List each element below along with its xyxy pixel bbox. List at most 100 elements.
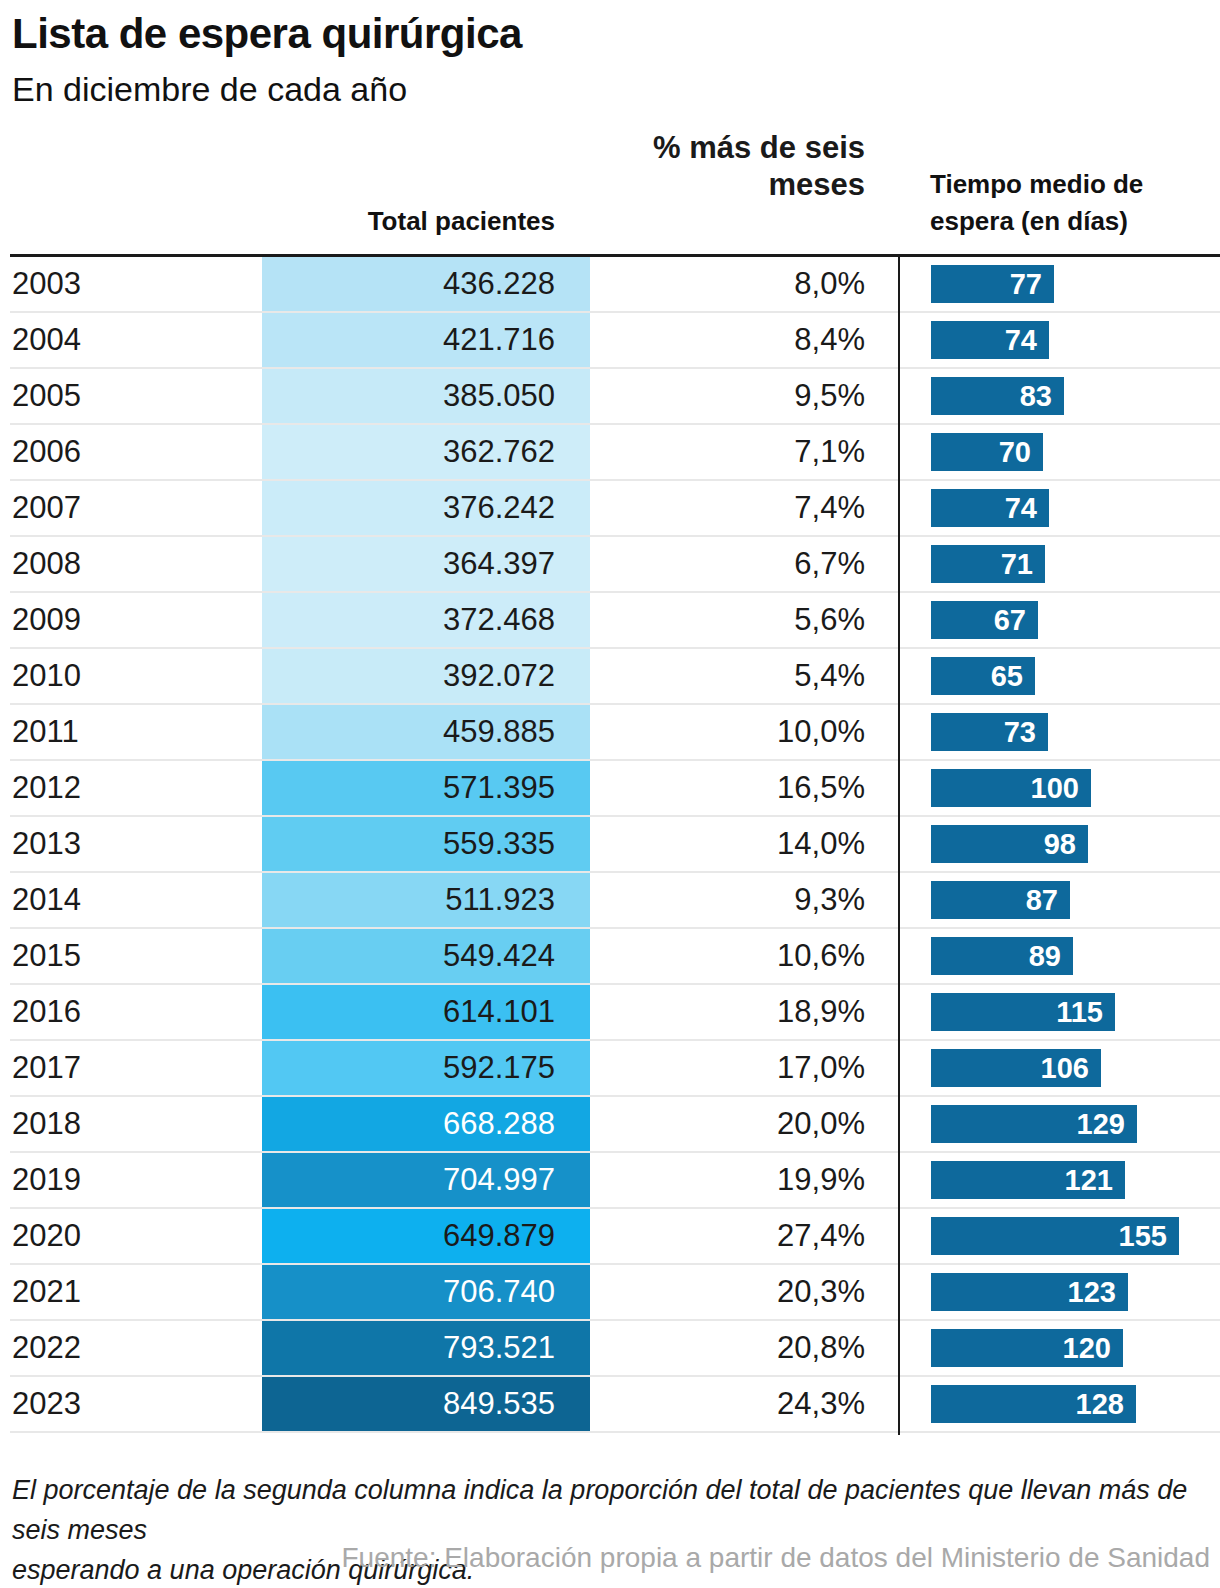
pct-over-six-months: 24,3% (650, 1386, 865, 1422)
bar-axis-line (898, 255, 900, 1435)
total-patients-cell: 421.716 (262, 313, 590, 367)
table-row: 2012571.39516,5%100 (10, 761, 1220, 817)
total-patients-cell: 706.740 (262, 1265, 590, 1319)
year-label: 2005 (12, 378, 81, 414)
year-label: 2015 (12, 938, 81, 974)
pct-over-six-months: 9,5% (650, 378, 865, 414)
table-row: 2013559.33514,0%98 (10, 817, 1220, 873)
pct-over-six-months: 9,3% (650, 882, 865, 918)
bar-value-label: 123 (1068, 1276, 1116, 1309)
pct-over-six-months: 6,7% (650, 546, 865, 582)
table-row: 2003436.2288,0%77 (10, 257, 1220, 313)
bar-value-label: 128 (1076, 1388, 1124, 1421)
column-header-wait-line2: espera (en días) (930, 203, 1215, 240)
table-row: 2011459.88510,0%73 (10, 705, 1220, 761)
wait-days-bar: 74 (931, 321, 1049, 359)
column-header-pct-line1: % más de seis (650, 129, 865, 166)
table-row: 2022793.52120,8%120 (10, 1321, 1220, 1377)
page-title: Lista de espera quirúrgica (12, 10, 522, 58)
column-header-total-pacientes: Total pacientes (262, 203, 555, 240)
bar-value-label: 67 (994, 604, 1026, 637)
bar-value-label: 70 (999, 436, 1031, 469)
wait-days-bar: 123 (931, 1273, 1128, 1311)
wait-days-bar: 155 (931, 1217, 1179, 1255)
total-patients-cell: 392.072 (262, 649, 590, 703)
bar-value-label: 74 (1005, 324, 1037, 357)
bar-value-label: 100 (1031, 772, 1079, 805)
table-row: 2015 549.424 10,6% 89 (10, 929, 1220, 985)
pct-over-six-months: 7,4% (650, 490, 865, 526)
year-label: 2011 (12, 714, 79, 750)
table-row: 2017592.17517,0%106 (10, 1041, 1220, 1097)
bar-value-label: 115 (1056, 996, 1103, 1029)
column-header-wait-line1: Tiempo medio de (930, 166, 1215, 203)
total-patients-cell: 364.397 (262, 537, 590, 591)
pct-over-six-months: 8,4% (650, 322, 865, 358)
wait-days-bar: 77 (931, 265, 1054, 303)
column-header-pct-line2: meses (650, 166, 865, 203)
wait-days-bar: 71 (931, 545, 1045, 583)
year-label: 2008 (12, 546, 81, 582)
pct-over-six-months: 16,5% (650, 770, 865, 806)
total-patients-cell: 511.923 (262, 873, 590, 927)
table-row: 2006362.7627,1%70 (10, 425, 1220, 481)
year-label: 2009 (12, 602, 81, 638)
total-patients-cell: 614.101 (262, 985, 590, 1039)
table-row: 2005385.0509,5%83 (10, 369, 1220, 425)
bar-value-label: 120 (1063, 1332, 1111, 1365)
table-row: 2016614.10118,9%115 (10, 985, 1220, 1041)
surgical-waiting-list-graphic: Lista de espera quirúrgica En diciembre … (0, 0, 1220, 1588)
year-label: 2021 (12, 1274, 81, 1310)
source-credit: Fuente: Elaboración propia a partir de d… (0, 1542, 1210, 1574)
table-row: 2014511.9239,3%87 (10, 873, 1220, 929)
total-patients-cell: 376.242 (262, 481, 590, 535)
pct-over-six-months: 10,6% (650, 938, 865, 974)
table-row: 2021706.74020,3%123 (10, 1265, 1220, 1321)
bar-value-label: 129 (1077, 1108, 1125, 1141)
total-patients-cell: 385.050 (262, 369, 590, 423)
table-row: 2007 376.242 7,4% 74 (10, 481, 1220, 537)
pct-over-six-months: 27,4% (650, 1218, 865, 1254)
wait-days-bar: 65 (931, 657, 1035, 695)
table-row: 2023849.53524,3%128 (10, 1377, 1220, 1433)
pct-over-six-months: 5,6% (650, 602, 865, 638)
wait-days-bar: 89 (931, 937, 1073, 975)
total-patients-cell: 592.175 (262, 1041, 590, 1095)
year-label: 2007 (12, 490, 81, 526)
table-body: 2003436.2288,0%772004421.7168,4%74200538… (10, 257, 1220, 1433)
year-label: 2019 (12, 1162, 81, 1198)
pct-over-six-months: 7,1% (650, 434, 865, 470)
column-header-tiempo-medio: Tiempo medio de espera (en días) (930, 166, 1215, 240)
year-label: 2013 (12, 826, 81, 862)
year-label: 2022 (12, 1330, 81, 1366)
total-patients-cell: 549.424 (262, 929, 590, 983)
wait-days-bar: 120 (931, 1329, 1123, 1367)
column-header-pct-seis-meses: % más de seis meses (650, 129, 865, 203)
table-row: 2019704.99719,9%121 (10, 1153, 1220, 1209)
table-row: 2020649.87927,4%155 (10, 1209, 1220, 1265)
page-subtitle: En diciembre de cada año (12, 70, 407, 109)
table-row: 2018668.28820,0%129 (10, 1097, 1220, 1153)
year-label: 2018 (12, 1106, 81, 1142)
bar-value-label: 121 (1065, 1164, 1113, 1197)
wait-days-bar: 73 (931, 713, 1048, 751)
wait-days-bar: 98 (931, 825, 1088, 863)
wait-days-bar: 115 (931, 993, 1115, 1031)
bar-value-label: 106 (1041, 1052, 1089, 1085)
pct-over-six-months: 10,0% (650, 714, 865, 750)
pct-over-six-months: 8,0% (650, 266, 865, 302)
footnote-line1: El porcentaje de la segunda columna indi… (12, 1470, 1202, 1550)
year-label: 2014 (12, 882, 81, 918)
total-patients-cell: 571.395 (262, 761, 590, 815)
table-row: 2009372.4685,6%67 (10, 593, 1220, 649)
wait-days-bar: 67 (931, 601, 1038, 639)
table-row: 2010392.0725,4%65 (10, 649, 1220, 705)
total-patients-cell: 436.228 (262, 257, 590, 311)
year-label: 2023 (12, 1386, 81, 1422)
pct-over-six-months: 14,0% (650, 826, 865, 862)
pct-over-six-months: 20,8% (650, 1330, 865, 1366)
wait-days-bar: 106 (931, 1049, 1101, 1087)
wait-days-bar: 128 (931, 1385, 1136, 1423)
bar-value-label: 74 (1005, 492, 1037, 525)
bar-value-label: 65 (991, 660, 1023, 693)
